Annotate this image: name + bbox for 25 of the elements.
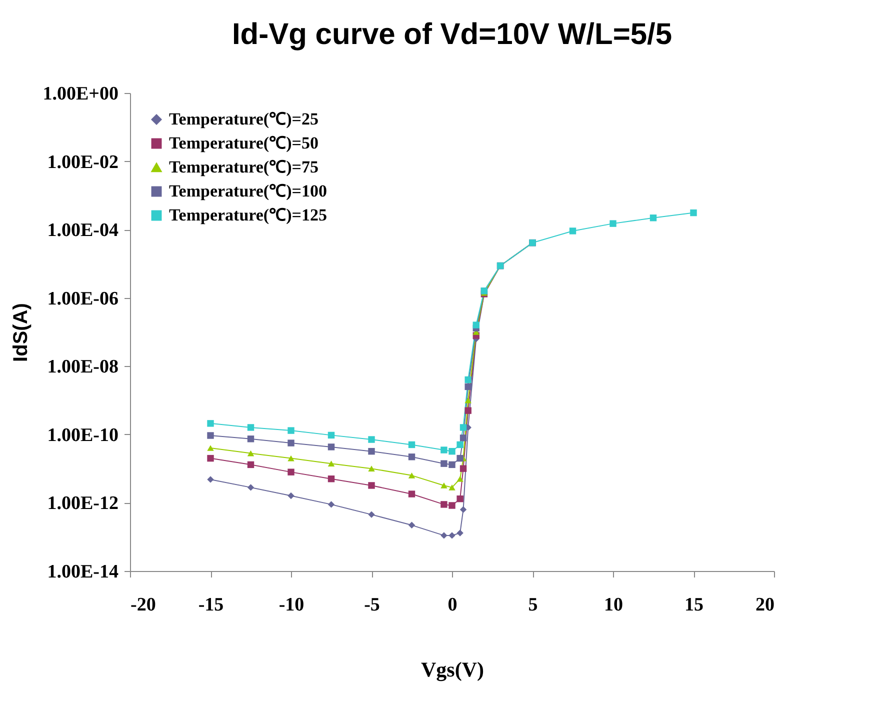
legend-label: Temperature(℃)=75 bbox=[169, 158, 318, 176]
legend-label: Temperature(℃)=125 bbox=[169, 206, 327, 224]
x-tick-label: 15 bbox=[684, 594, 704, 616]
x-tick-label: 20 bbox=[756, 594, 774, 616]
y-axis-title: IdS(A) bbox=[10, 303, 32, 362]
x-tick-label: 0 bbox=[448, 594, 458, 616]
y-tick-label: 1.00E-12 bbox=[47, 493, 118, 514]
y-tick-label: 1.00E-14 bbox=[47, 562, 119, 582]
x-tick-label: -15 bbox=[198, 594, 224, 616]
x-tick-label: 10 bbox=[604, 594, 623, 616]
x-tick-label: -5 bbox=[364, 594, 380, 616]
legend-label: Temperature(℃)=50 bbox=[169, 134, 318, 152]
y-tick-label: 1.00E-04 bbox=[47, 220, 119, 242]
chart-title: Id-Vg curve of Vd=10V W/L=5/5 bbox=[232, 18, 672, 51]
y-tick-label: 1.00E-08 bbox=[47, 356, 118, 378]
legend-label: Temperature(℃)=25 bbox=[169, 110, 318, 128]
x-tick-label: 5 bbox=[528, 594, 538, 616]
legend-label: Temperature(℃)=100 bbox=[169, 182, 327, 200]
x-axis-title: Vgs(V) bbox=[421, 658, 484, 682]
x-tick-label: -10 bbox=[278, 594, 304, 616]
y-tick-label: 1.00E-02 bbox=[47, 152, 118, 173]
x-tick-label: -20 bbox=[130, 594, 156, 616]
y-tick-label: 1.00E-06 bbox=[47, 288, 118, 310]
y-tick-label: 1.00E+00 bbox=[42, 84, 118, 104]
y-tick-label: 1.00E-10 bbox=[47, 424, 118, 446]
